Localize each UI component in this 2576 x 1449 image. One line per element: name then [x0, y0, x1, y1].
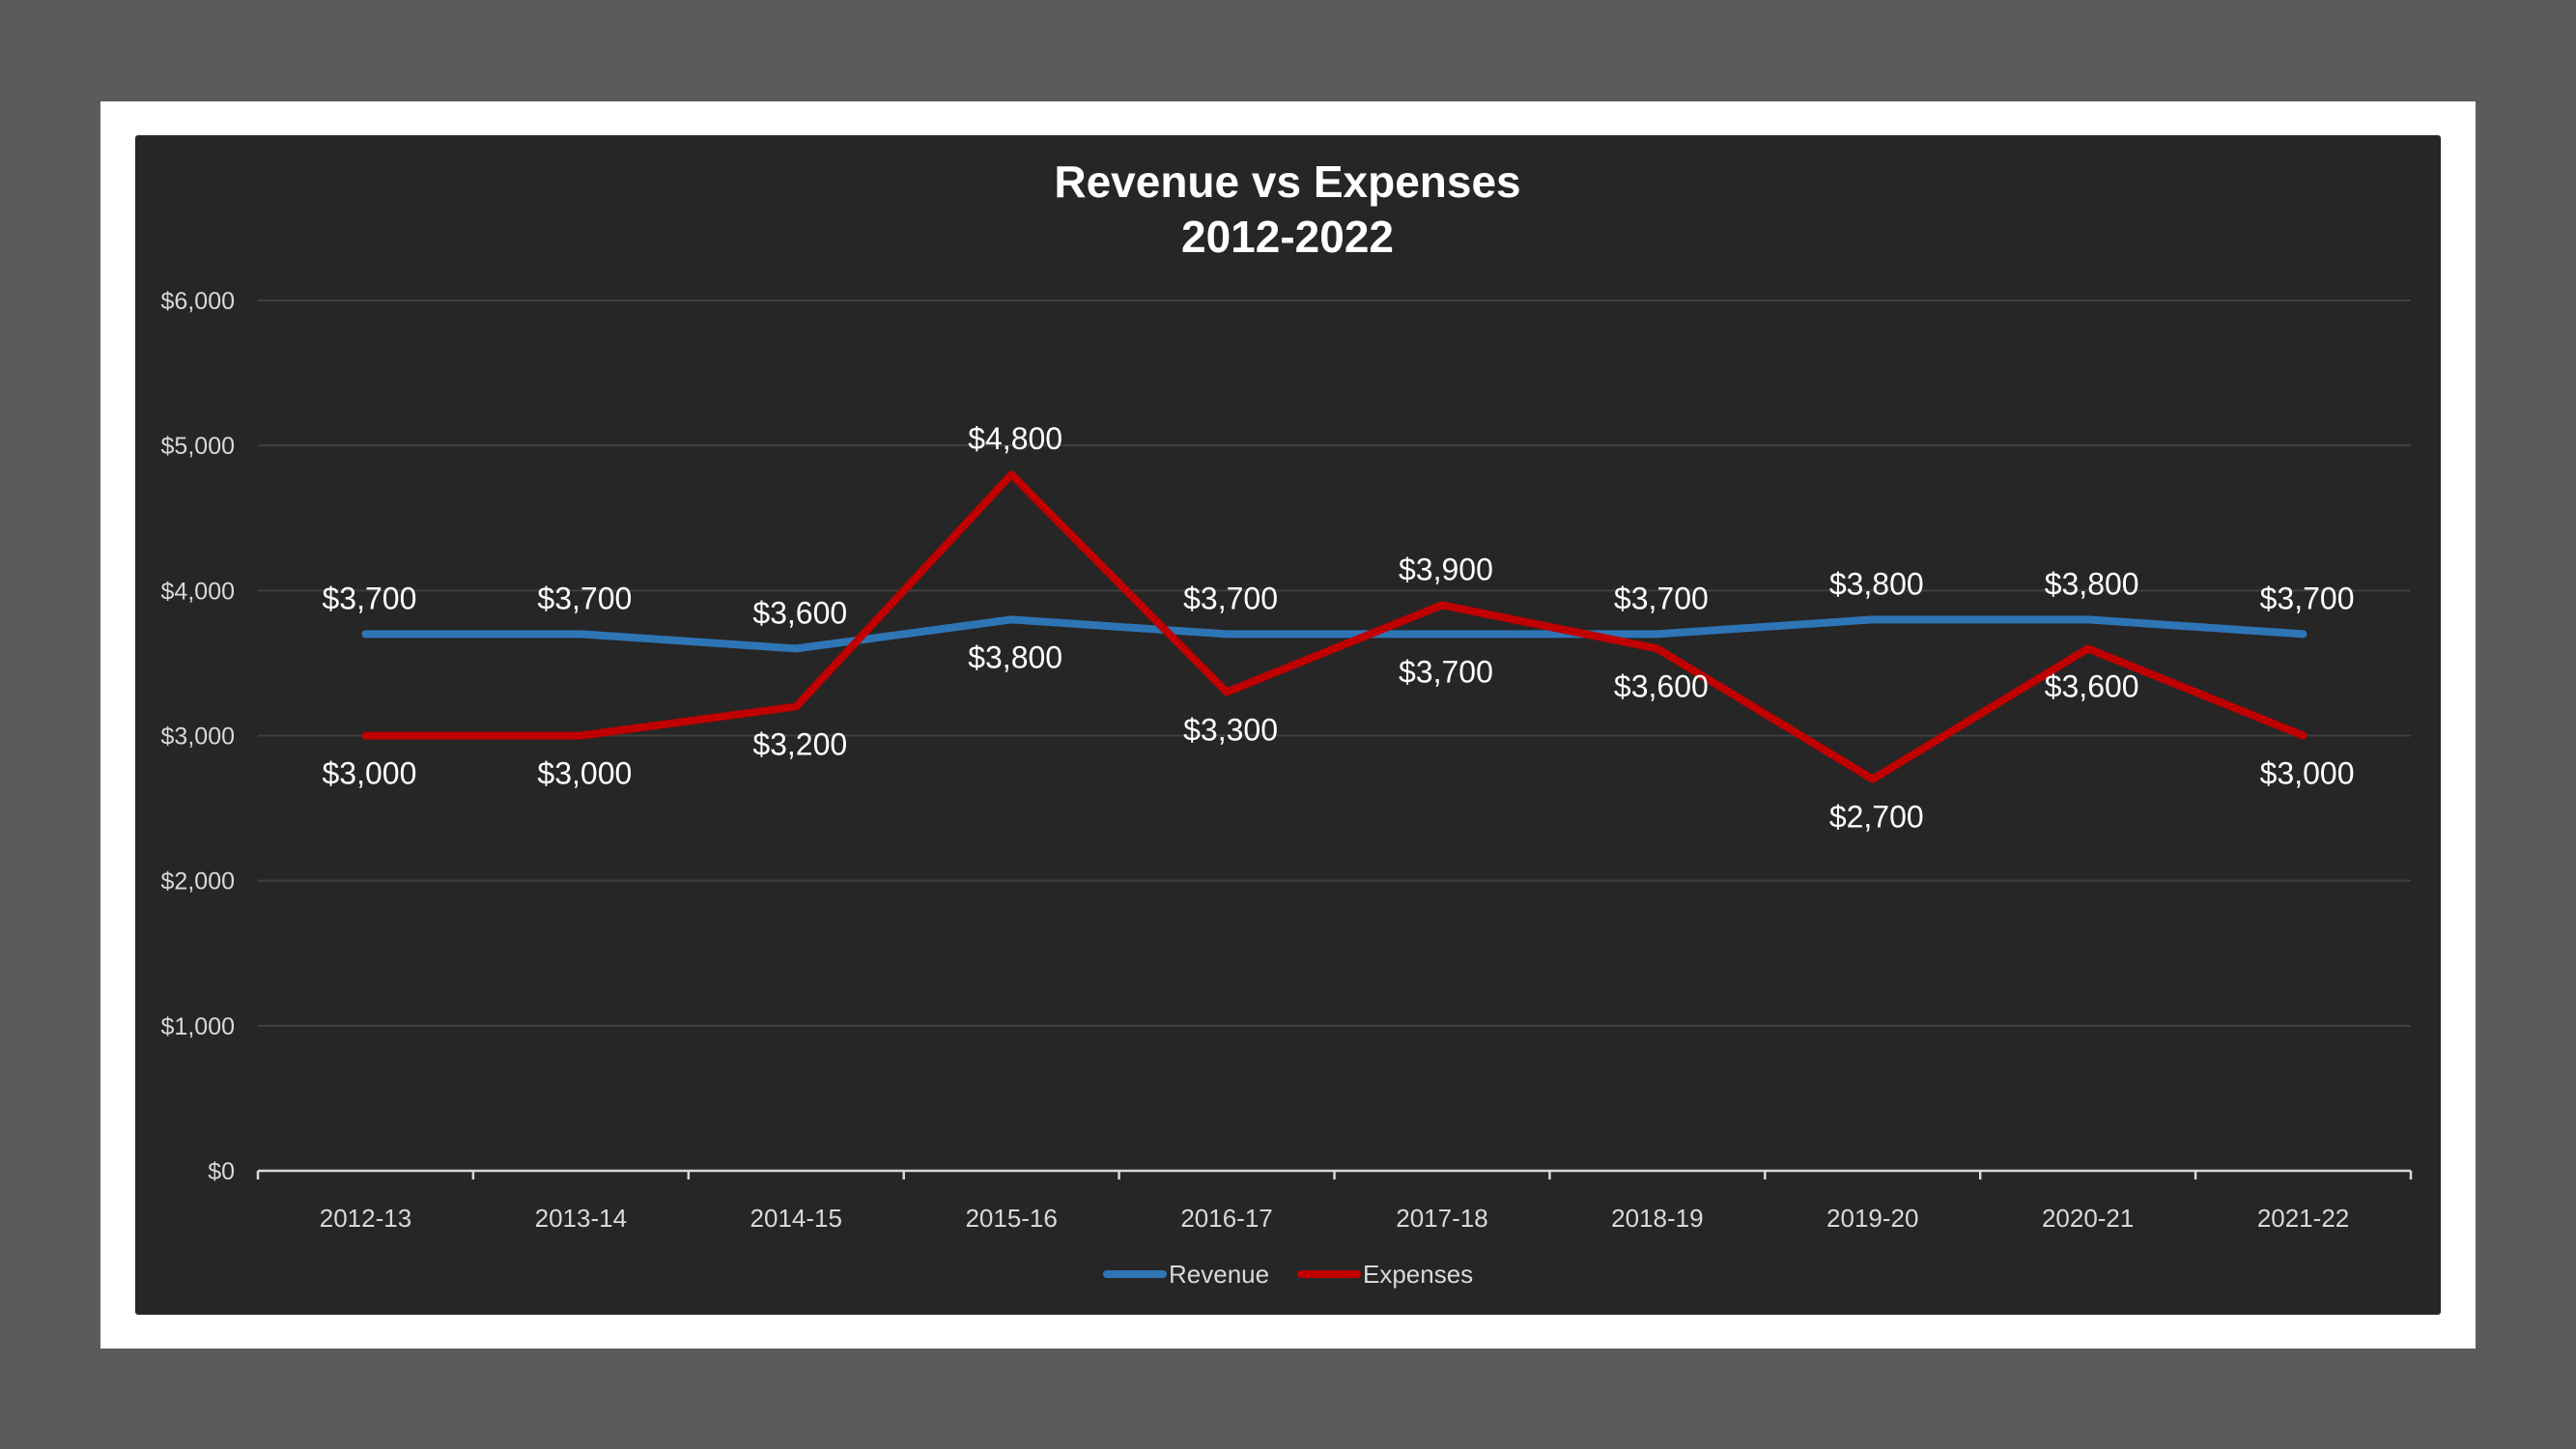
- y-tick-label: $5,000: [161, 433, 235, 460]
- data-label: $2,700: [1829, 800, 1924, 835]
- chart-panel: $0 $1,000 $2,000 $3,000 $4,000 $5,000 $6,000 2…: [135, 135, 2441, 1315]
- chart-title-line-2: 2012-2022: [1181, 212, 1394, 262]
- data-label: $3,700: [323, 581, 417, 615]
- x-tick-label: 2014-15: [750, 1204, 842, 1233]
- x-axis: 2012-13 2013-14 2014-15 2015-16 2016-17 2017-…: [256, 1169, 2413, 1233]
- data-label: $3,000: [323, 756, 417, 791]
- legend-label: Expenses: [1363, 1260, 1473, 1289]
- data-label: $3,300: [1183, 712, 1278, 747]
- line-chart: $0 $1,000 $2,000 $3,000 $4,000 $5,000 $6,000 2…: [161, 156, 2413, 1289]
- data-label: $3,700: [2260, 581, 2355, 615]
- x-tick-label: 2016-17: [1180, 1204, 1272, 1233]
- data-label: $3,200: [752, 726, 847, 761]
- x-tick-label: 2017-18: [1396, 1204, 1487, 1233]
- y-axis: $0 $1,000 $2,000 $3,000 $4,000 $5,000 $6,000: [161, 288, 235, 1185]
- data-labels: $3,700 $3,700 $3,600 $3,800 $3,700 $3,700 $3,7…: [323, 421, 2355, 834]
- y-tick-label: $1,000: [161, 1013, 235, 1040]
- data-label: $3,800: [2045, 566, 2139, 601]
- data-label: $3,700: [1183, 581, 1278, 615]
- series-line-expenses: [361, 470, 2307, 783]
- y-tick-label: $4,000: [161, 578, 235, 605]
- y-tick-label: $2,000: [161, 868, 235, 895]
- x-tick-label: 2012-13: [320, 1204, 411, 1233]
- y-tick-label: $3,000: [161, 724, 235, 751]
- legend-label: Revenue: [1169, 1260, 1269, 1289]
- data-label: $3,600: [1614, 668, 1709, 703]
- x-tick-label: 2018-19: [1611, 1204, 1703, 1233]
- data-label: $3,800: [968, 639, 1062, 674]
- data-label: $3,900: [1399, 552, 1493, 586]
- data-label: $3,700: [537, 581, 632, 615]
- x-tick-label: 2020-21: [2042, 1204, 2134, 1233]
- data-label: $3,000: [2260, 756, 2355, 791]
- data-label: $3,000: [537, 756, 632, 791]
- chart-title-line-1: Revenue vs Expenses: [1054, 156, 1520, 207]
- legend: Revenue Expenses: [1103, 1260, 1473, 1289]
- data-label: $3,700: [1614, 581, 1709, 615]
- x-tick-label: 2019-20: [1826, 1204, 1918, 1233]
- x-tick-label: 2021-22: [2257, 1204, 2349, 1233]
- data-label: $3,600: [752, 595, 847, 630]
- data-label: $3,800: [1829, 566, 1924, 601]
- gridlines: [258, 299, 2411, 1027]
- x-tick-label: 2015-16: [965, 1204, 1057, 1233]
- y-tick-label: $6,000: [161, 288, 235, 315]
- y-tick-label: $0: [208, 1158, 235, 1185]
- data-label: $4,800: [968, 421, 1062, 456]
- data-label: $3,600: [2045, 668, 2139, 703]
- series-line-revenue: [361, 615, 2307, 653]
- series-lines: [361, 470, 2307, 783]
- x-tick-label: 2013-14: [535, 1204, 627, 1233]
- data-label: $3,700: [1399, 654, 1493, 689]
